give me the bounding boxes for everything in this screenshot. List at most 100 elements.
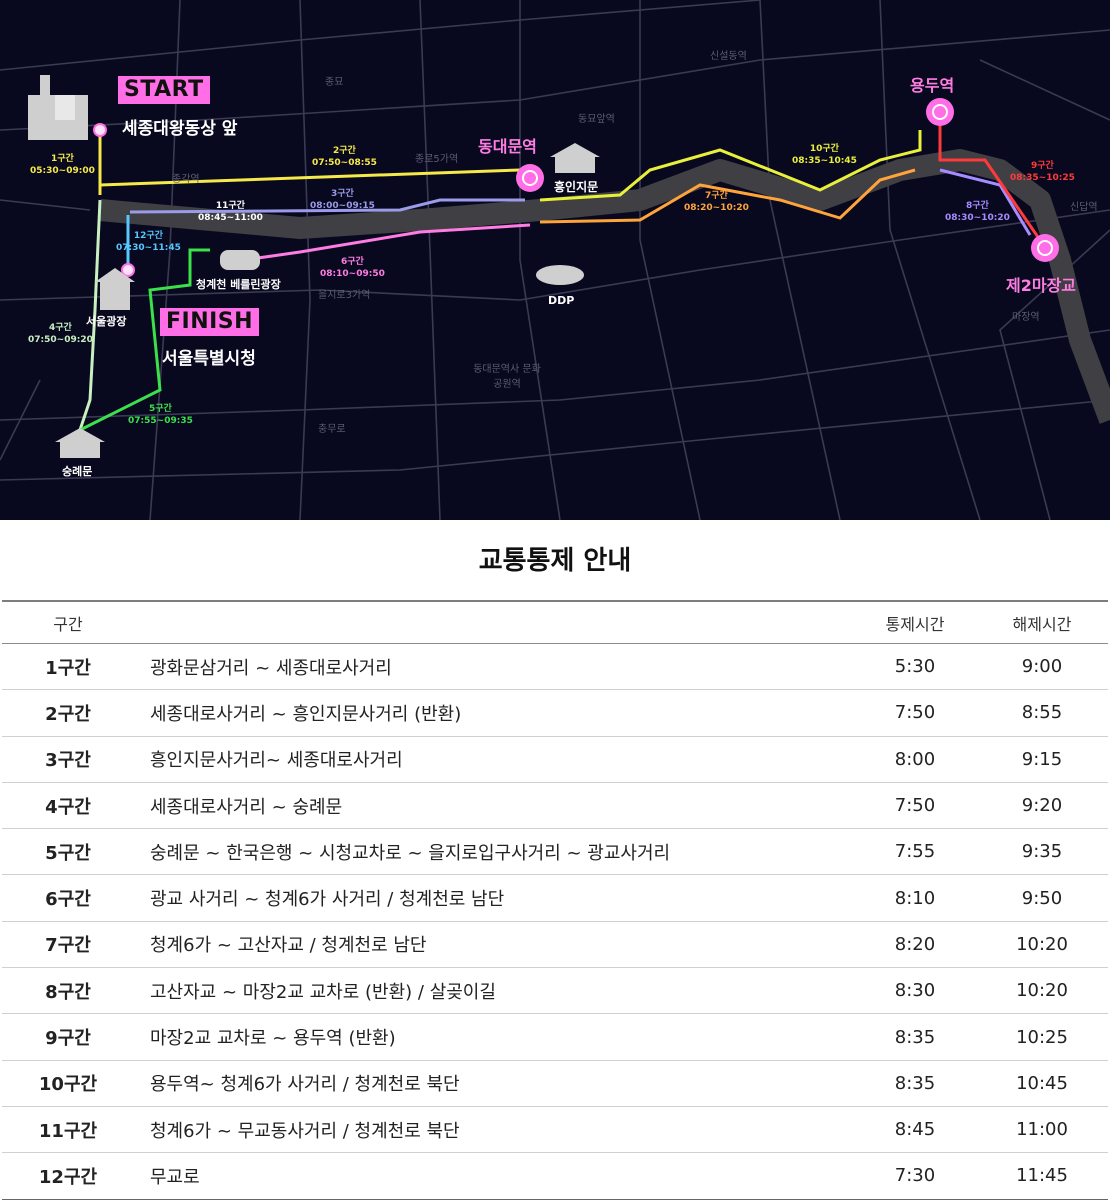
cell-description: 숭례문 ~ 한국은행 ~ 시청교차로 ~ 을지로입구사거리 ~ 광교사거리	[134, 828, 854, 876]
cell-segment: 8구간	[2, 967, 134, 1015]
table-header-row: 구간 통제시간 해제시간	[2, 601, 1108, 644]
header-end-time: 해제시간	[1012, 614, 1072, 634]
street-label: 종로5가역	[415, 154, 459, 165]
street-label: 신설동역	[710, 51, 747, 62]
cell-start-time: 8:30	[854, 967, 976, 1015]
cell-end-time: 10:25	[976, 1013, 1108, 1061]
street-label: 을지로3가역	[318, 290, 371, 301]
cell-segment: 2구간	[2, 689, 134, 737]
cell-start-time: 7:50	[854, 689, 976, 737]
street-label: 동대문역사 문화공원역	[473, 364, 541, 390]
street-label: 동묘앞역	[578, 114, 615, 125]
table-row: 8구간 고산자교 ~ 마장2교 교차로 (반환) / 살곶이길 8:30 10:20	[2, 967, 1108, 1015]
segment-label-5: 5구간 07:55~09:35	[128, 404, 193, 426]
segment-label-8: 8구간 08:30~10:20	[945, 201, 1010, 223]
yongdu-station-label: 용두역	[910, 76, 955, 95]
majanggyo-label: 제2마장교	[1006, 276, 1077, 295]
header-segment: 구간	[53, 614, 83, 634]
segment-label-2: 2구간 07:50~08:55	[312, 146, 377, 168]
cell-start-time: 8:10	[854, 874, 976, 922]
street-label: 마장역	[1012, 312, 1040, 323]
cell-end-time: 10:20	[976, 967, 1108, 1015]
cell-end-time: 11:00	[976, 1106, 1108, 1154]
cell-end-time: 9:50	[976, 874, 1108, 922]
street-label: 종묘	[325, 77, 344, 88]
segment-label-11: 11구간 08:45~11:00	[198, 201, 263, 223]
table-row: 12구간 무교로 7:30 11:45	[2, 1152, 1108, 1200]
cell-segment: 10구간	[2, 1060, 134, 1107]
table-row: 9구간 마장2교 교차로 ~ 용두역 (반환) 8:35 10:25	[2, 1013, 1108, 1061]
cell-end-time: 9:20	[976, 782, 1108, 830]
heunginjimun-label: 흥인지문	[554, 180, 599, 194]
cell-segment: 6구간	[2, 874, 134, 922]
finish-tag: FINISH	[160, 308, 260, 336]
start-tag: START	[118, 76, 210, 104]
street-label: 충무로	[318, 424, 346, 435]
cell-segment: 12구간	[2, 1152, 134, 1200]
segment-label-7: 7구간 08:20~10:20	[684, 191, 749, 213]
traffic-control-table: 구간 통제시간 해제시간 1구간 광화문삼거리 ~ 세종대로사거리 5:30 9:00…	[2, 600, 1108, 1200]
cell-segment: 4구간	[2, 782, 134, 830]
cell-end-time: 9:15	[976, 736, 1108, 783]
cell-description: 광화문삼거리 ~ 세종대로사거리	[134, 643, 854, 691]
table-row: 4구간 세종대로사거리 ~ 숭례문 7:50 9:20	[2, 782, 1108, 830]
cell-start-time: 7:55	[854, 828, 976, 876]
cell-end-time: 9:00	[976, 643, 1108, 691]
segment-label-6: 6구간 08:10~09:50	[320, 257, 385, 279]
cell-start-time: 7:30	[854, 1152, 976, 1200]
segment-label-3: 3구간 08:00~09:15	[310, 189, 375, 211]
cell-segment: 7구간	[2, 921, 134, 969]
seoul-plaza-label: 서울광장	[86, 315, 127, 328]
sungnyemun-label: 숭례문	[62, 465, 93, 478]
header-start-time: 통제시간	[885, 614, 945, 634]
cell-start-time: 7:50	[854, 782, 976, 830]
header-description	[134, 601, 854, 644]
cell-start-time: 8:00	[854, 736, 976, 783]
cell-start-time: 8:35	[854, 1060, 976, 1107]
cell-start-time: 8:20	[854, 921, 976, 969]
table-row: 2구간 세종대로사거리 ~ 흥인지문사거리 (반환) 7:50 8:55	[2, 689, 1108, 737]
segment-label-12: 12구간 07:30~11:45	[116, 231, 181, 253]
segment-label-1: 1구간 05:30~09:00	[30, 154, 95, 176]
table-row: 6구간 광교 사거리 ~ 청계6가 사거리 / 청계천로 남단 8:10 9:50	[2, 874, 1108, 922]
cell-description: 광교 사거리 ~ 청계6가 사거리 / 청계천로 남단	[134, 874, 854, 922]
cell-description: 청계6가 ~ 무교동사거리 / 청계천로 북단	[134, 1106, 854, 1154]
cell-start-time: 8:35	[854, 1013, 976, 1061]
cell-description: 세종대로사거리 ~ 흥인지문사거리 (반환)	[134, 689, 854, 737]
route-map: 종묘 신설동역 동묘앞역 종로5가역 종각역 을지로3가역 동대문역사 문화공원…	[0, 0, 1110, 520]
table-row: 11구간 청계6가 ~ 무교동사거리 / 청계천로 북단 8:45 11:00	[2, 1106, 1108, 1154]
cell-end-time: 8:55	[976, 689, 1108, 737]
segment-label-10: 10구간 08:35~10:45	[792, 144, 857, 166]
cell-segment: 1구간	[2, 643, 134, 691]
cell-description: 세종대로사거리 ~ 숭례문	[134, 782, 854, 830]
page-title: 교통통제 안내	[478, 546, 632, 576]
table-row: 5구간 숭례문 ~ 한국은행 ~ 시청교차로 ~ 을지로입구사거리 ~ 광교사거리…	[2, 828, 1108, 876]
start-place-label: 세종대왕동상 앞	[122, 119, 238, 139]
cell-description: 마장2교 교차로 ~ 용두역 (반환)	[134, 1013, 854, 1061]
cheonggye-plaza-label: 청계천 베를린광장	[196, 278, 281, 291]
cell-segment: 11구간	[2, 1106, 134, 1154]
segment-label-9: 9구간 08:35~10:25	[1010, 161, 1075, 183]
cell-start-time: 5:30	[854, 643, 976, 691]
table-row: 7구간 청계6가 ~ 고산자교 / 청계천로 남단 8:20 10:20	[2, 921, 1108, 969]
street-label: 신답역	[1070, 202, 1098, 213]
cell-segment: 5구간	[2, 828, 134, 876]
cell-end-time: 10:20	[976, 921, 1108, 969]
dongdaemun-station-label: 동대문역	[478, 137, 537, 156]
cell-end-time: 11:45	[976, 1152, 1108, 1200]
table-row: 1구간 광화문삼거리 ~ 세종대로사거리 5:30 9:00	[2, 643, 1108, 691]
cell-start-time: 8:45	[854, 1106, 976, 1154]
table-row: 10구간 용두역~ 청계6가 사거리 / 청계천로 북단 8:35 10:45	[2, 1060, 1108, 1107]
cell-segment: 9구간	[2, 1013, 134, 1061]
finish-place-label: 서울특별시청	[162, 349, 256, 369]
cell-description: 용두역~ 청계6가 사거리 / 청계천로 북단	[134, 1060, 854, 1107]
cell-description: 고산자교 ~ 마장2교 교차로 (반환) / 살곶이길	[134, 967, 854, 1015]
cell-end-time: 10:45	[976, 1060, 1108, 1107]
cell-description: 청계6가 ~ 고산자교 / 청계천로 남단	[134, 921, 854, 969]
ddp-label: DDP	[548, 294, 575, 307]
street-label: 종각역	[172, 174, 200, 185]
cell-end-time: 9:35	[976, 828, 1108, 876]
cell-description: 무교로	[134, 1152, 854, 1200]
segment-label-4: 4구간 07:50~09:20	[28, 323, 93, 345]
cell-description: 흥인지문사거리~ 세종대로사거리	[134, 736, 854, 783]
